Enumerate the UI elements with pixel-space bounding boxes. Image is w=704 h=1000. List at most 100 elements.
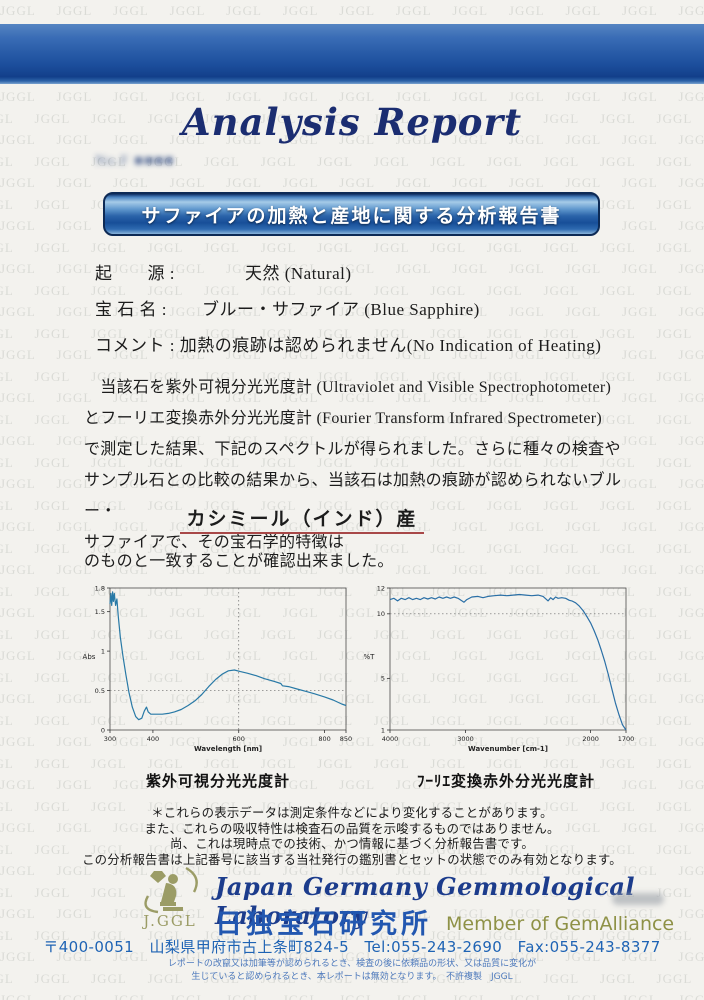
- lab-address: 〒400-0051 山梨県甲府市古上条町824-5 Tel:055-243-26…: [43, 938, 661, 956]
- svg-text:850: 850: [340, 735, 352, 743]
- svg-text:400: 400: [147, 735, 159, 743]
- watermark-row: JGGL JGGL JGGL JGGL JGGL JGGL JGGL JGGL …: [0, 863, 704, 878]
- svg-text:1.8: 1.8: [95, 584, 105, 592]
- report-number-redacted: No.F ■■■■: [95, 153, 175, 169]
- watermark-row: JGGL JGGL JGGL JGGL JGGL JGGL JGGL JGGL …: [0, 755, 704, 771]
- watermark-row: JGGL JGGL JGGL JGGL JGGL JGGL JGGL JGGL …: [0, 777, 704, 792]
- ftir-chart-caption: ﾌｰﾘｴ変換赤外分光光度計: [416, 774, 595, 790]
- watermark-row: JGGL JGGL JGGL JGGL JGGL JGGL JGGL JGGL …: [0, 626, 704, 642]
- origin-statement: カシミール（インド）産: [180, 509, 424, 534]
- paragraph-line: サファイアで、その宝石学的特徴は: [84, 534, 345, 551]
- jggl-logo: J.GGL: [128, 866, 212, 934]
- watermark-row: JGGL JGGL JGGL JGGL JGGL JGGL JGGL JGGL …: [0, 605, 704, 620]
- legal-line: レポートの改竄又は加筆等が認められるとき、検査の後に依頼品の形状、又は品質に変化…: [167, 959, 537, 969]
- svg-text:10: 10: [377, 610, 385, 618]
- watermark-row: JGGL JGGL JGGL JGGL JGGL JGGL JGGL JGGL …: [0, 411, 704, 427]
- paragraph-line: サンプル石との比較の結果から、当該石は加熱の痕跡が認められないブルー・: [84, 472, 622, 520]
- svg-text:3000: 3000: [457, 735, 474, 743]
- subject-banner-text: サファイアの加熱と産地に関する分析報告書: [141, 205, 562, 227]
- paragraph-line: とフーリエ変換赤外分光光度計 (Fourier Transform Infrar…: [84, 410, 603, 427]
- svg-text:1.5: 1.5: [95, 608, 105, 616]
- note-line: ＊これらの表示データは測定条件などにより変化することがあります。: [151, 806, 553, 820]
- svg-text:600: 600: [233, 735, 245, 743]
- watermark-row: JGGL JGGL JGGL JGGL JGGL JGGL JGGL JGGL …: [0, 476, 704, 491]
- info-row-origin: 起 源 : 天然 (Natural): [95, 264, 352, 283]
- watermark-row: JGGL JGGL JGGL JGGL JGGL JGGL JGGL JGGL …: [0, 992, 704, 1000]
- svg-text:Wavenumber [cm-1]: Wavenumber [cm-1]: [468, 745, 548, 753]
- watermark-row: JGGL JGGL JGGL JGGL JGGL JGGL JGGL JGGL …: [0, 239, 704, 255]
- watermark-row: JGGL JGGL JGGL JGGL JGGL JGGL JGGL JGGL …: [0, 282, 704, 298]
- watermark-row: JGGL JGGL JGGL JGGL JGGL JGGL JGGL JGGL …: [0, 347, 704, 362]
- analysis-paragraph: 当該石を紫外可視分光光度計 (Ultraviolet and Visible S…: [84, 372, 632, 558]
- watermark-row: JGGL JGGL JGGL JGGL JGGL JGGL JGGL JGGL …: [0, 712, 704, 728]
- svg-text:12: 12: [377, 584, 385, 592]
- svg-text:800: 800: [318, 735, 330, 743]
- svg-text:1: 1: [381, 726, 385, 734]
- disclaimer-notes: ＊これらの表示データは測定条件などにより変化することがあります。 また、これらの…: [0, 806, 704, 868]
- watermark-row: JGGL JGGL JGGL JGGL JGGL JGGL JGGL JGGL …: [0, 841, 704, 857]
- lab-name-japanese: 日独宝石研究所: [215, 909, 432, 940]
- gem-info-block: 起 源 : 天然 (Natural) 宝 石 名 : ブルー・サファイア (Bl…: [95, 256, 601, 364]
- watermark-row: JGGL JGGL JGGL JGGL JGGL JGGL JGGL JGGL …: [0, 519, 704, 534]
- svg-text:0: 0: [101, 726, 105, 734]
- ftir-spectrum-chart: 4000 3000 2000 1700 1 5 10 12 Wavenumber [cm-1]%…: [364, 584, 635, 753]
- watermark-row: JGGL JGGL JGGL JGGL JGGL JGGL JGGL JGGL …: [0, 820, 704, 835]
- uvvis-spectrum-chart: 300 400 600 800 850 0 0.5 1 1.5 1.8 Wavelength [nm…: [83, 584, 353, 753]
- watermark-row: JGGL JGGL JGGL JGGL JGGL JGGL JGGL JGGL …: [0, 454, 704, 470]
- blurred-stamp: [612, 893, 664, 905]
- watermark-row: JGGL JGGL JGGL JGGL JGGL JGGL JGGL JGGL …: [0, 669, 704, 685]
- watermark-row: JGGL JGGL JGGL JGGL JGGL JGGL JGGL JGGL …: [0, 949, 704, 964]
- svg-text:2000: 2000: [582, 735, 599, 743]
- watermark-row: JGGL JGGL JGGL JGGL JGGL JGGL JGGL JGGL …: [0, 497, 704, 513]
- uvvis-chart-caption: 紫外可視分光光度計: [145, 774, 290, 790]
- watermark-row: JGGL JGGL JGGL JGGL JGGL JGGL JGGL JGGL …: [0, 734, 704, 749]
- svg-text:300: 300: [104, 735, 116, 743]
- note-line: この分析報告書は上記番号に該当する当社発行の鑑別書とセットの状態でのみ有効となり…: [82, 852, 622, 867]
- watermark-row: JGGL JGGL JGGL JGGL JGGL JGGL JGGL JGGL …: [0, 110, 704, 126]
- svg-text:5: 5: [381, 675, 385, 683]
- svg-text:Wavelength [nm]: Wavelength [nm]: [194, 745, 262, 753]
- watermark-row: JGGL JGGL JGGL JGGL JGGL JGGL JGGL JGGL …: [0, 540, 704, 556]
- watermark-row: JGGL JGGL JGGL JGGL JGGL JGGL JGGL JGGL …: [0, 153, 704, 169]
- membership-label: Member of GemAlliance: [446, 913, 675, 935]
- subject-banner: サファイアの加熱と産地に関する分析報告書: [103, 192, 600, 236]
- watermark-row: JGGL JGGL JGGL JGGL JGGL JGGL JGGL JGGL …: [0, 390, 704, 405]
- lab-name-row: 日独宝石研究所 Member of GemAlliance: [215, 902, 674, 941]
- svg-text:Abs: Abs: [83, 653, 96, 661]
- watermark-row: JGGL JGGL JGGL JGGL JGGL JGGL JGGL JGGL …: [0, 970, 704, 986]
- watermark-row: JGGL JGGL JGGL JGGL JGGL JGGL JGGL JGGL …: [0, 132, 704, 147]
- watermark-row: JGGL JGGL JGGL JGGL JGGL JGGL JGGL JGGL …: [0, 433, 704, 448]
- paragraph-line: で測定した結果、下記のスペクトルが得られました。さらに種々の検査や: [84, 441, 621, 458]
- watermark-row: JGGL JGGL JGGL JGGL JGGL JGGL JGGL JGGL …: [0, 691, 704, 706]
- watermark-row: JGGL JGGL JGGL JGGL JGGL JGGL JGGL JGGL …: [0, 325, 704, 341]
- lab-name-english: Japan Germany Gemmological Laboratory: [215, 872, 636, 930]
- watermark-row: JGGL JGGL JGGL JGGL JGGL JGGL JGGL JGGL …: [0, 89, 704, 104]
- legal-fine-print: レポートの改竄又は加筆等が認められるとき、検査の後に依頼品の形状、又は品質に変化…: [0, 958, 704, 983]
- watermark-row: JGGL JGGL JGGL JGGL JGGL JGGL JGGL JGGL …: [0, 175, 704, 190]
- info-row-comment: コメント : 加熱の痕跡は認められません(No Indication of He…: [95, 336, 602, 355]
- confirmation-line: のものと一致することが確認出来ました。: [84, 553, 394, 570]
- note-line: また、これらの吸収特性は検査石の品質を示唆するものではありません。: [144, 821, 560, 836]
- jggl-logo-icon: [144, 866, 198, 914]
- origin-statement-wrap: カシミール（インド）産: [0, 504, 604, 534]
- note-line: 尚、これは現時点での技術、かつ情報に基づく分析報告書です。: [170, 837, 534, 852]
- legal-line: 生じていると認められるとき、本レポートは無効となります。 不許複製 JGGL: [191, 971, 513, 982]
- watermark-row: JGGL JGGL JGGL JGGL JGGL JGGL JGGL JGGL …: [0, 368, 704, 384]
- paragraph-line: 当該石を紫外可視分光光度計 (Ultraviolet and Visible S…: [84, 379, 612, 396]
- watermark-row: JGGL JGGL JGGL JGGL JGGL JGGL JGGL JGGL …: [0, 261, 704, 276]
- header-blue-band: [0, 24, 704, 84]
- svg-text:1700: 1700: [618, 735, 635, 743]
- svg-text:4000: 4000: [382, 735, 399, 743]
- watermark-row: JGGL JGGL JGGL JGGL JGGL JGGL JGGL JGGL …: [0, 562, 704, 577]
- report-title: Analysis Report: [181, 100, 523, 144]
- watermark-row: JGGL JGGL JGGL JGGL JGGL JGGL JGGL JGGL …: [0, 648, 704, 663]
- info-row-gem-name: 宝 石 名 : ブルー・サファイア (Blue Sapphire): [95, 300, 480, 319]
- svg-text:1: 1: [101, 647, 105, 655]
- svg-text:%T: %T: [364, 653, 376, 661]
- jggl-logo-text: J.GGL: [143, 912, 197, 930]
- watermark-row: JGGL JGGL JGGL JGGL JGGL JGGL JGGL JGGL …: [0, 798, 704, 814]
- svg-text:0.5: 0.5: [95, 687, 105, 695]
- watermark-row: JGGL JGGL JGGL JGGL JGGL JGGL JGGL JGGL …: [0, 927, 704, 943]
